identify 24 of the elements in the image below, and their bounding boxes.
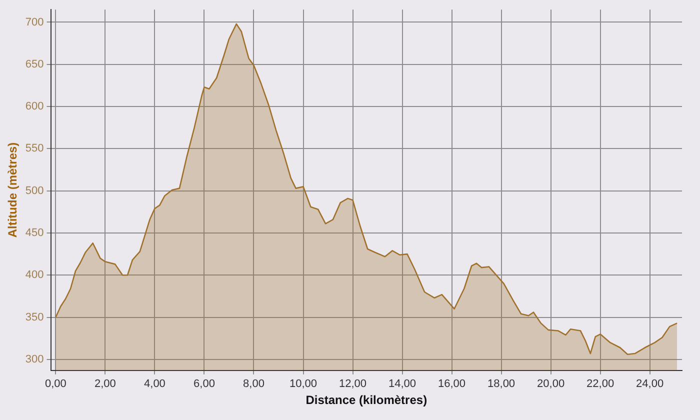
y-tick-label: 500 bbox=[25, 184, 44, 197]
x-tick-label: 22,00 bbox=[586, 378, 614, 390]
y-tick-label: 450 bbox=[25, 227, 44, 240]
x-tick-label: 20,00 bbox=[537, 378, 565, 390]
x-tick-label: 12,00 bbox=[338, 378, 367, 390]
y-tick-label: 600 bbox=[25, 100, 44, 113]
y-tick-label: 650 bbox=[25, 58, 44, 70]
x-tick-label: 24,00 bbox=[636, 378, 664, 390]
y-tick-label: 300 bbox=[25, 353, 44, 366]
x-tick-label: 4,00 bbox=[144, 378, 166, 390]
y-tick-label: 400 bbox=[25, 269, 44, 282]
x-tick-label: 14,00 bbox=[388, 378, 416, 390]
y-tick-label: 700 bbox=[25, 16, 44, 28]
x-tick-label: 6,00 bbox=[194, 378, 215, 390]
x-tick-label: 16,00 bbox=[438, 378, 466, 390]
x-tick-label: 0,00 bbox=[44, 378, 66, 390]
x-tick-label: 8,00 bbox=[243, 378, 264, 390]
x-axis-title: Distance (kilomètres) bbox=[306, 393, 428, 408]
x-tick-label: 10,00 bbox=[289, 378, 318, 390]
y-tick-label: 350 bbox=[25, 311, 44, 324]
y-tick-label: 550 bbox=[25, 142, 44, 155]
y-axis-title: Altitude (mètres) bbox=[6, 142, 20, 238]
x-tick-label: 2,00 bbox=[94, 378, 116, 390]
x-tick-label: 18,00 bbox=[488, 378, 516, 390]
